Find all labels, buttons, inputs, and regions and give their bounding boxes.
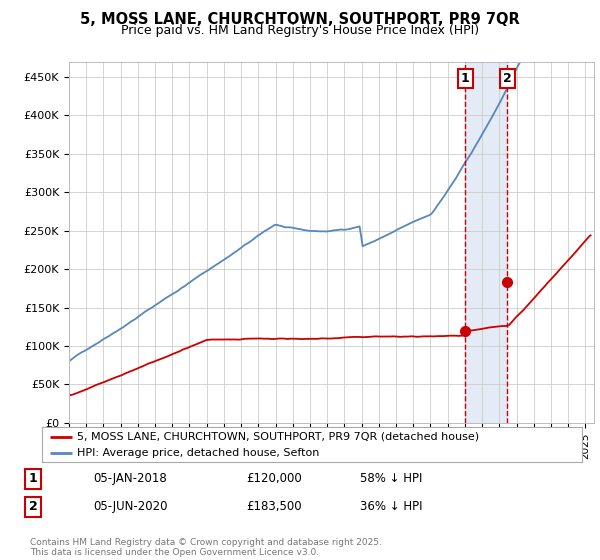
Text: 05-JUN-2020: 05-JUN-2020 — [93, 500, 167, 514]
Text: HPI: Average price, detached house, Sefton: HPI: Average price, detached house, Seft… — [77, 449, 319, 458]
Text: 5, MOSS LANE, CHURCHTOWN, SOUTHPORT, PR9 7QR: 5, MOSS LANE, CHURCHTOWN, SOUTHPORT, PR9… — [80, 12, 520, 27]
Text: 1: 1 — [29, 472, 37, 486]
Text: £183,500: £183,500 — [246, 500, 302, 514]
Text: 36% ↓ HPI: 36% ↓ HPI — [360, 500, 422, 514]
Text: Price paid vs. HM Land Registry's House Price Index (HPI): Price paid vs. HM Land Registry's House … — [121, 24, 479, 36]
Text: 1: 1 — [461, 72, 470, 85]
Text: 58% ↓ HPI: 58% ↓ HPI — [360, 472, 422, 486]
Text: 5, MOSS LANE, CHURCHTOWN, SOUTHPORT, PR9 7QR (detached house): 5, MOSS LANE, CHURCHTOWN, SOUTHPORT, PR9… — [77, 432, 479, 442]
Text: 05-JAN-2018: 05-JAN-2018 — [93, 472, 167, 486]
Bar — [466, 62, 507, 423]
Text: 2: 2 — [503, 72, 511, 85]
Text: £120,000: £120,000 — [246, 472, 302, 486]
Text: 2: 2 — [29, 500, 37, 514]
Text: Contains HM Land Registry data © Crown copyright and database right 2025.
This d: Contains HM Land Registry data © Crown c… — [30, 538, 382, 557]
